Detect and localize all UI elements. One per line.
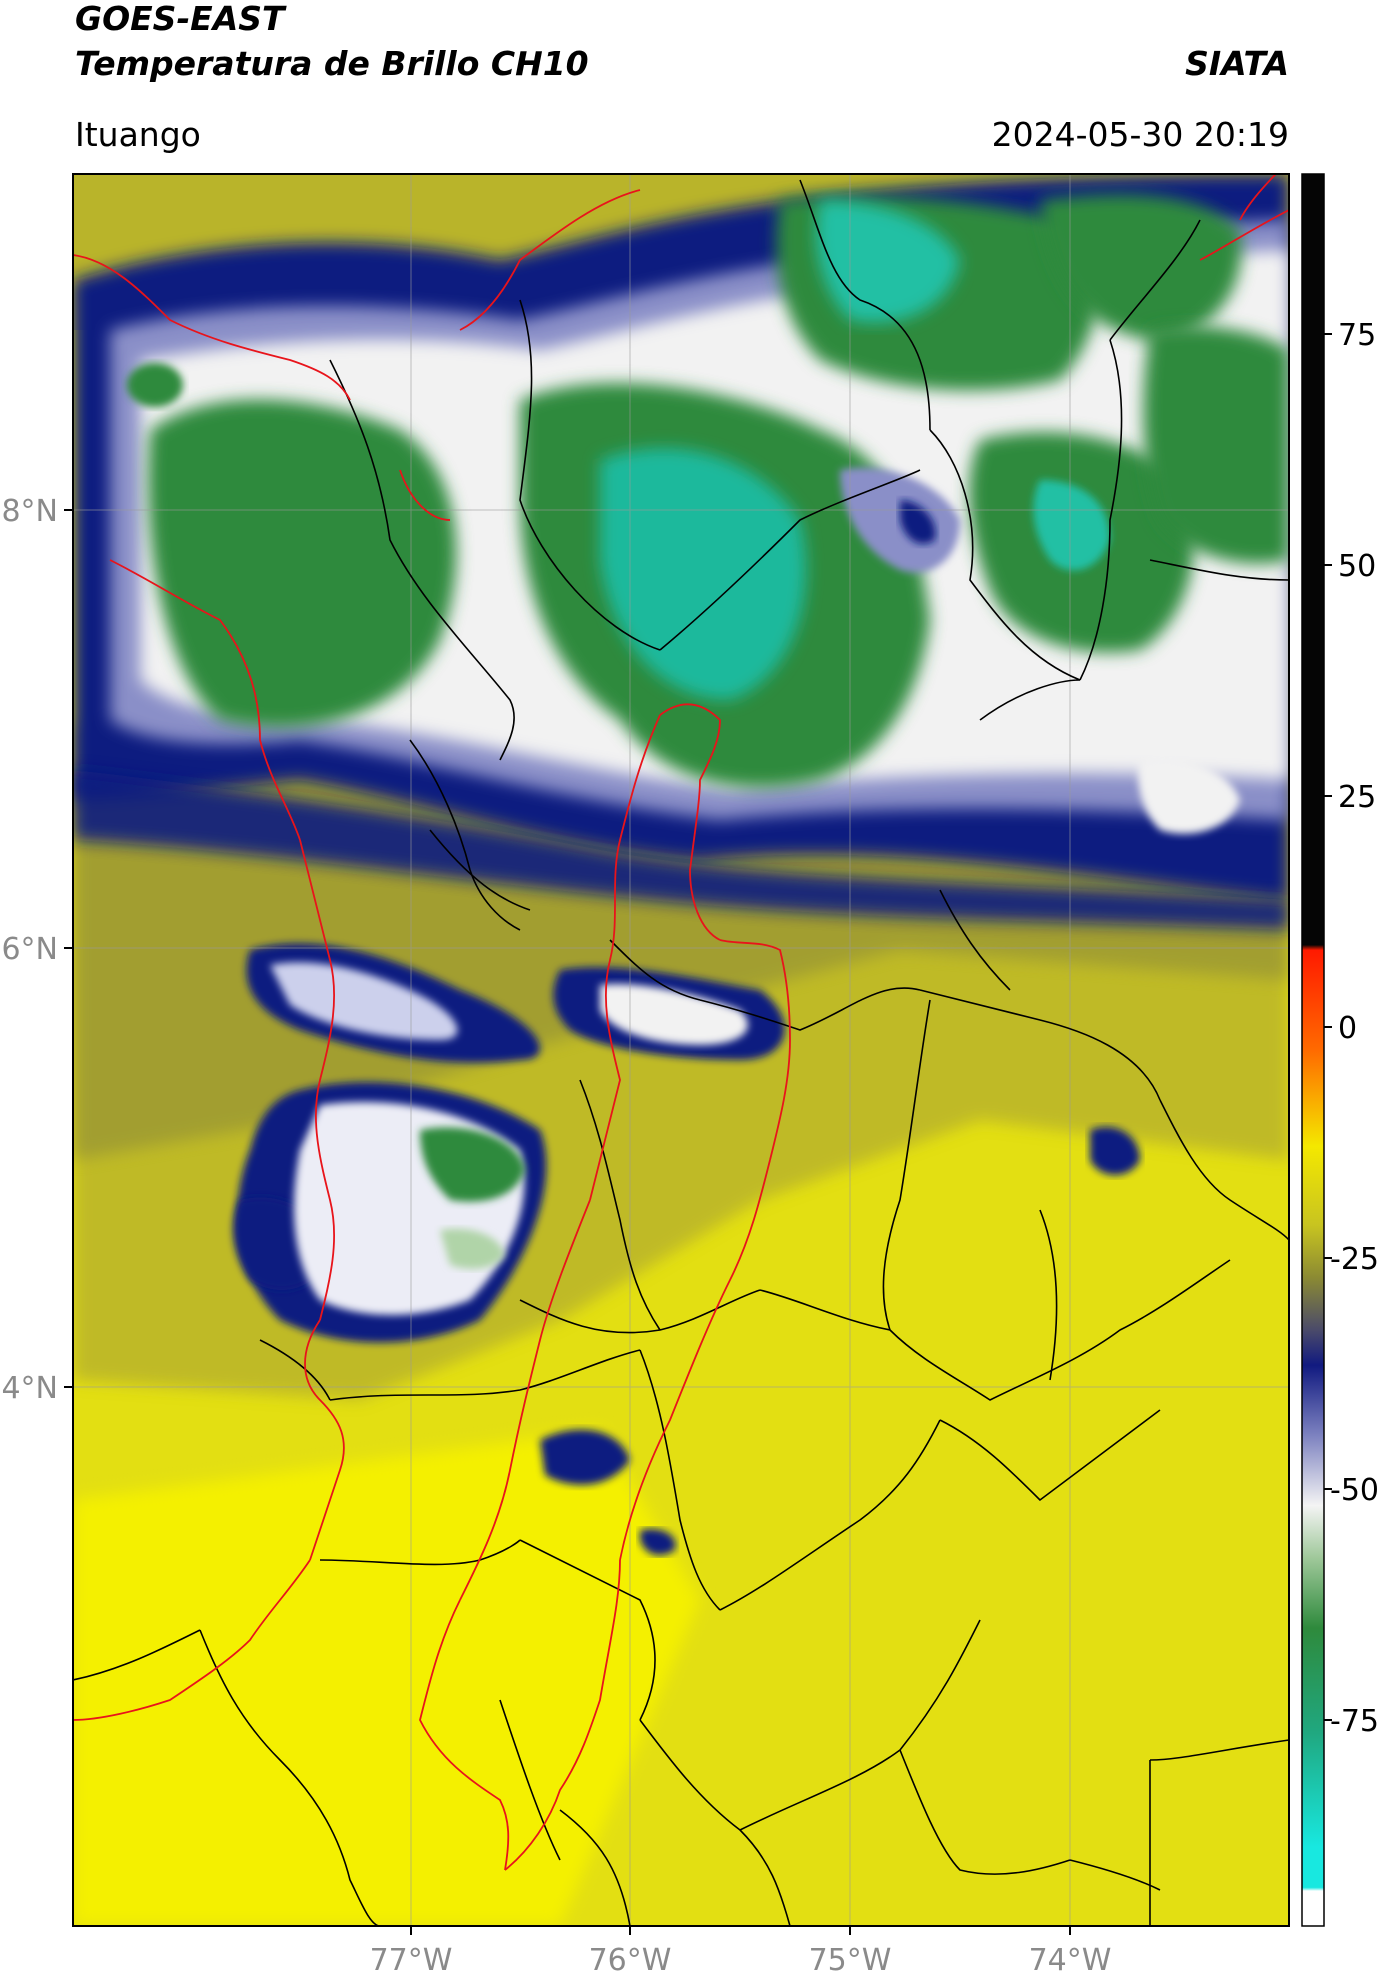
lon-tick-label: 76°W — [589, 1943, 672, 1978]
graticule — [73, 174, 1289, 1926]
region-label: Ituango — [75, 115, 201, 154]
lat-tick-label: 8°N — [1, 494, 58, 529]
satellite-image — [73, 174, 1289, 1926]
colorbar-tick-label: 75 — [1338, 318, 1376, 353]
lat-tick-label: 6°N — [1, 932, 58, 967]
department-borders — [73, 179, 1289, 1926]
colorbar-tick-label: -50 — [1330, 1473, 1379, 1508]
colorbar-tick-label: 0 — [1338, 1011, 1357, 1046]
map-title: GOES-EAST — [75, 0, 285, 38]
lat-tick-label: 4°N — [1, 1371, 58, 1406]
colorbar-tick-label: -25 — [1330, 1242, 1379, 1277]
map-subtitle: Temperatura de Brillo CH10 — [75, 44, 589, 83]
lon-tick-label: 77°W — [370, 1943, 453, 1978]
datetime-label: 2024-05-30 20:19 — [991, 115, 1289, 154]
lon-tick-label: 74°W — [1029, 1943, 1112, 1978]
colorbar-tick-label: 25 — [1338, 780, 1376, 815]
colorbar-scale — [1301, 173, 1325, 1927]
map-frame — [72, 173, 1290, 1927]
colorbar-tick-label: 50 — [1338, 549, 1376, 584]
basin-borders — [73, 174, 1289, 1871]
colorbar: 75 50 25 0 -25 -50 -75 — [1301, 173, 1379, 1927]
lon-tick-label: 75°W — [809, 1943, 892, 1978]
colorbar-tick-label: -75 — [1330, 1704, 1379, 1739]
organization-label: SIATA — [1185, 44, 1289, 83]
